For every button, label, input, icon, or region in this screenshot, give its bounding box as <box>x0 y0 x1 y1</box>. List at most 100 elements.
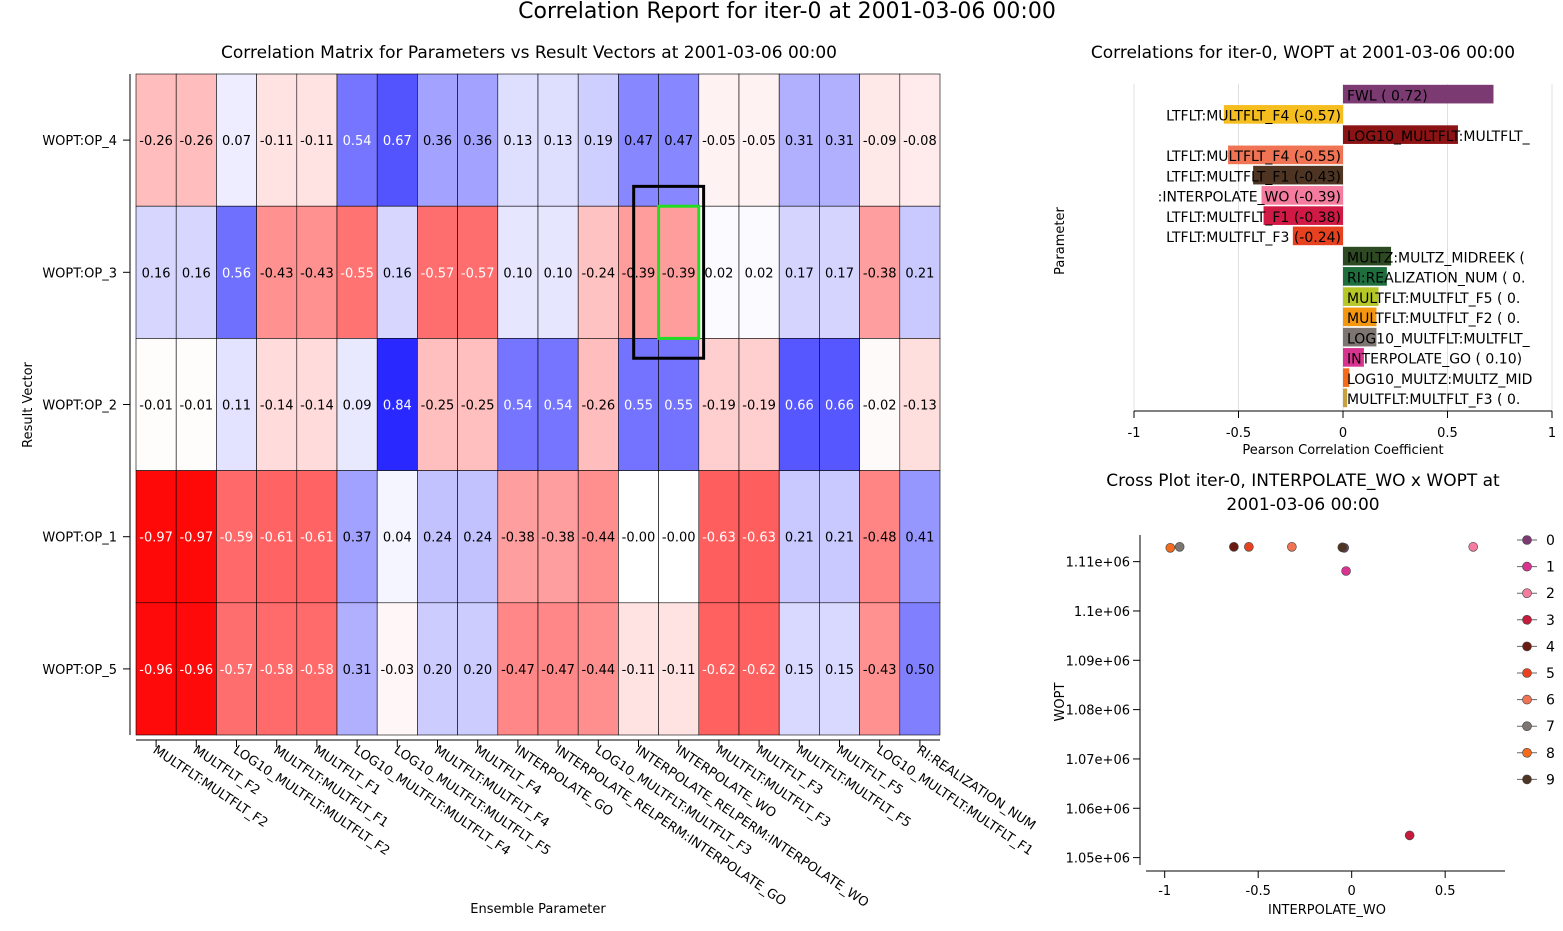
bar-1 <box>1343 84 1494 104</box>
heatmap-cell <box>457 470 499 604</box>
bar-chart-panel: Correlations for iter-0, WOPT at 2001-03… <box>1053 43 1556 458</box>
heatmap-cell <box>899 470 941 604</box>
heatmap-cell <box>497 73 539 207</box>
heatmap-cell-label: 0.36 <box>423 134 452 149</box>
bar-label-14: INTERPOLATE_GO ( 0.10) <box>1347 352 1522 368</box>
scatter-points <box>1165 542 1479 841</box>
heatmap-cell-label: -0.11 <box>300 134 334 149</box>
heatmap-cell-label: -0.11 <box>622 663 656 678</box>
heatmap-cell-label: 0.11 <box>222 399 251 414</box>
heatmap-cell <box>859 73 901 207</box>
legend-label-0: 0 <box>1546 533 1555 549</box>
bar-label-3: LOG10_MULTFLT:MULTFLT_ <box>1347 129 1531 145</box>
heatmap-cell-label: -0.38 <box>541 531 575 546</box>
heatmap-cell <box>175 338 217 471</box>
heatmap-cell <box>336 73 378 207</box>
heatmap-cell <box>738 602 780 736</box>
heatmap-cell <box>618 470 659 604</box>
heatmap-y-tick-label: WOPT:OP_4 <box>42 134 117 149</box>
scatter-y-tick-label: 1.08e+06 <box>1066 704 1130 719</box>
heatmap-cell-label: -0.58 <box>300 663 334 678</box>
heatmap-cell <box>899 205 941 339</box>
legend-label-2: 2 <box>1546 586 1555 602</box>
heatmap-y-tick-label: WOPT:OP_3 <box>42 266 117 281</box>
heatmap-cell-label: 0.19 <box>584 134 613 149</box>
scatter-point-6 <box>1287 542 1297 552</box>
heatmap-cell-label: 0.10 <box>503 266 532 281</box>
heatmap-cell-label: 0.41 <box>905 531 934 546</box>
bar-6 <box>1261 186 1343 205</box>
heatmap-cell-label: 0.50 <box>905 663 934 678</box>
heatmap-cell <box>336 602 378 736</box>
heatmap-cell <box>256 602 298 736</box>
heatmap-cell-label: 0.54 <box>544 399 573 414</box>
legend-label-9: 9 <box>1546 772 1555 788</box>
bar-chart-y-axis-title: Parameter <box>1053 207 1068 275</box>
legend-marker-6 <box>1522 694 1532 705</box>
heatmap-cell <box>376 602 418 736</box>
heatmap-cell <box>738 470 780 604</box>
heatmap-cell <box>537 205 579 339</box>
heatmap-cell-label: 0.04 <box>383 531 412 546</box>
legend-label-1: 1 <box>1546 560 1555 576</box>
scatter-x-axis-title: INTERPOLATE_WO <box>1268 903 1386 918</box>
heatmap-cell-label: -0.19 <box>702 399 736 414</box>
heatmap-cell-label: -0.19 <box>742 399 776 414</box>
bar-label-4: LTFLT:MULTFLT_F4 (-0.55) <box>1166 149 1341 165</box>
heatmap-cell <box>256 73 298 207</box>
heatmap-cell <box>618 338 659 471</box>
heatmap-cell-label: -0.44 <box>581 663 615 678</box>
heatmap-cell-label: -0.62 <box>742 663 776 678</box>
bar-label-2: LTFLT:MULTFLT_F4 (-0.57) <box>1166 109 1341 125</box>
heatmap-cell-label: -0.13 <box>903 399 937 414</box>
heatmap-cell <box>135 73 177 207</box>
legend-label-8: 8 <box>1546 746 1555 762</box>
heatmap-cell-label: 0.02 <box>745 266 774 281</box>
heatmap-cell-label: -0.63 <box>702 531 736 546</box>
legend-label-6: 6 <box>1546 693 1555 709</box>
heatmap-cell <box>658 338 700 471</box>
bar-chart-x-axis-title: Pearson Correlation Coefficient <box>1242 443 1443 458</box>
heatmap-cell-label: -0.61 <box>260 531 294 546</box>
bar-2 <box>1223 105 1343 124</box>
heatmap-cell-label: 0.09 <box>343 399 372 414</box>
heatmap-cell <box>175 470 217 604</box>
heatmap-cell <box>698 338 740 471</box>
heatmap-cell <box>899 73 941 207</box>
legend-marker-9 <box>1522 774 1532 785</box>
heatmap-cell-label: -0.43 <box>260 266 294 281</box>
heatmap-cell <box>417 73 458 207</box>
heatmap-cell-label: -0.39 <box>662 266 696 281</box>
selection-outer-box <box>632 184 706 360</box>
heatmap-cell-label: 0.24 <box>423 531 452 546</box>
bar-chart-title: Correlations for iter-0, WOPT at 2001-03… <box>1091 43 1515 63</box>
bar-10 <box>1343 267 1387 286</box>
heatmap-cell-label: -0.05 <box>702 134 736 149</box>
heatmap-cell <box>698 602 740 736</box>
bar-13 <box>1343 327 1377 347</box>
heatmap-cell <box>859 470 901 604</box>
bar-9 <box>1343 246 1392 266</box>
heatmap-cell-label: -0.48 <box>863 531 897 546</box>
bar-label-12: MULTFLT:MULTFLT_F2 ( 0. <box>1347 311 1520 327</box>
heatmap-cell <box>296 205 338 339</box>
heatmap-cell <box>175 73 217 207</box>
heatmap-cell-label: -0.26 <box>139 134 173 149</box>
heatmap-cell <box>658 602 700 736</box>
heatmap-cell <box>658 470 700 604</box>
heatmap-cell-label: -0.14 <box>260 399 294 414</box>
heatmap-cell-label: 0.66 <box>825 399 854 414</box>
heatmap-cell-label: -0.39 <box>622 266 656 281</box>
heatmap-cell-label: -0.11 <box>260 134 294 149</box>
heatmap-cell <box>859 205 901 339</box>
scatter-point-4 <box>1229 542 1239 552</box>
heatmap-cell-label: 0.37 <box>343 531 372 546</box>
heatmap-cell-label: 0.54 <box>503 399 532 414</box>
heatmap-cell-label: -0.26 <box>581 399 615 414</box>
bar-3 <box>1343 125 1458 144</box>
heatmap-cell <box>819 73 860 207</box>
heatmap-cell <box>537 602 579 736</box>
heatmap-cell-label: -0.47 <box>541 663 575 678</box>
heatmap-cell <box>778 470 820 604</box>
scatter-x-tick-label: -0.5 <box>1246 884 1271 899</box>
